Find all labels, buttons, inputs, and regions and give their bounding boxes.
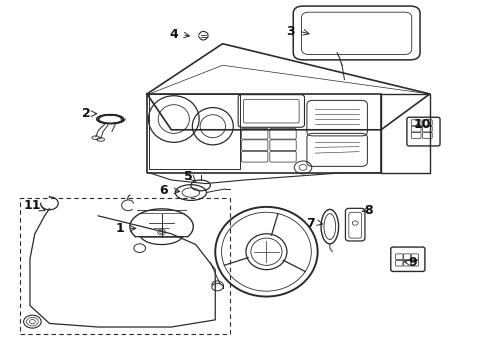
Text: 11: 11 [23, 199, 41, 212]
Text: 3: 3 [286, 25, 295, 38]
Text: 9: 9 [407, 256, 416, 269]
Text: 4: 4 [169, 28, 178, 41]
Text: 10: 10 [413, 118, 430, 131]
Text: 7: 7 [305, 216, 314, 230]
Text: 8: 8 [364, 204, 372, 217]
Text: 1: 1 [116, 222, 124, 235]
Text: 6: 6 [160, 184, 168, 197]
Text: 2: 2 [81, 107, 90, 120]
Text: 5: 5 [183, 170, 192, 183]
